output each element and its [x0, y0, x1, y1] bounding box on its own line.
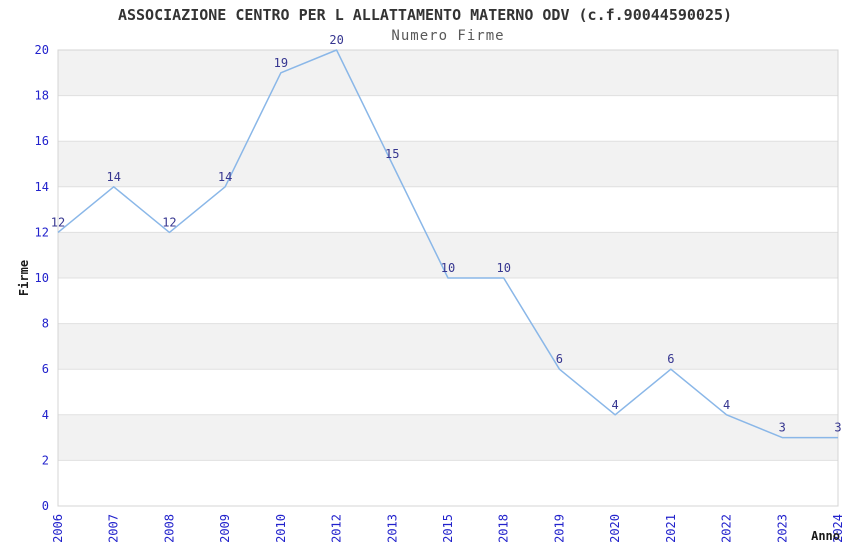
y-tick-label: 6	[42, 362, 49, 376]
x-tick-label: 2018	[497, 514, 511, 543]
x-tick-label: 2022	[720, 514, 734, 543]
x-axis-tick-labels: 2006 2007 2008 2009 2010 2012 2013 2015 2018 2019…	[51, 514, 845, 543]
x-tick-label: 2015	[441, 514, 455, 543]
x-tick-label: 2009	[218, 514, 232, 543]
point-label: 19	[274, 56, 288, 70]
x-tick-label: 2008	[162, 514, 176, 543]
point-label: 4	[723, 398, 730, 412]
data-point-labels: 12 14 12 14 19 20 15 10 10 6 4 6 4 3 3	[51, 33, 842, 435]
y-tick-label: 16	[35, 134, 49, 148]
x-tick-label: 2023	[775, 514, 789, 543]
point-label: 4	[612, 398, 619, 412]
y-tick-label: 14	[35, 180, 49, 194]
plot-band	[58, 460, 838, 506]
y-tick-label: 8	[42, 317, 49, 331]
y-tick-label: 12	[35, 225, 49, 239]
x-tick-label: 2013	[385, 514, 399, 543]
point-label: 20	[329, 33, 343, 47]
plot-band	[58, 186, 838, 233]
point-label: 3	[834, 421, 841, 435]
x-tick-label: 2007	[107, 514, 121, 543]
y-axis-tick-labels: 0 2 4 6 8 10 12 14 16 18 20	[35, 43, 49, 513]
chart-title: ASSOCIAZIONE CENTRO PER L ALLATTAMENTO M…	[117, 6, 733, 24]
point-label: 6	[667, 352, 674, 366]
plot-band	[58, 232, 838, 278]
plot-band	[58, 369, 838, 415]
y-tick-label: 4	[42, 408, 49, 422]
x-tick-label: 2024	[831, 514, 845, 543]
x-tick-label: 2021	[664, 514, 678, 543]
x-tick-label: 2012	[330, 514, 344, 543]
chart-subtitle: Numero Firme	[391, 28, 505, 44]
plot-band	[58, 278, 838, 324]
x-tick-label: 2010	[274, 514, 288, 543]
point-label: 12	[162, 215, 176, 229]
plot-band	[58, 323, 838, 370]
y-tick-label: 0	[42, 499, 49, 513]
y-tick-label: 10	[35, 271, 49, 285]
plot-band	[58, 414, 838, 461]
series-line-numero-firme	[57, 49, 838, 439]
point-label: 10	[441, 261, 455, 275]
x-tick-label: 2019	[552, 514, 566, 543]
plot-band	[58, 141, 838, 187]
x-tick-label: 2020	[608, 514, 622, 543]
y-axis-title: Firme	[17, 260, 31, 296]
point-label: 14	[106, 170, 120, 184]
plot-border	[57, 49, 839, 507]
point-label: 14	[218, 170, 232, 184]
point-label: 6	[556, 352, 563, 366]
point-label: 3	[779, 421, 786, 435]
y-tick-label: 20	[35, 43, 49, 57]
x-tick-label: 2006	[51, 514, 65, 543]
plot-background-bands	[58, 50, 838, 506]
y-tick-label: 2	[42, 453, 49, 467]
x-axis-title: Anno	[811, 529, 840, 543]
plot-band	[58, 95, 838, 142]
point-label: 12	[51, 215, 65, 229]
point-label: 10	[496, 261, 510, 275]
point-label: 15	[385, 147, 399, 161]
plot-band	[58, 50, 838, 96]
y-tick-label: 18	[35, 89, 49, 103]
